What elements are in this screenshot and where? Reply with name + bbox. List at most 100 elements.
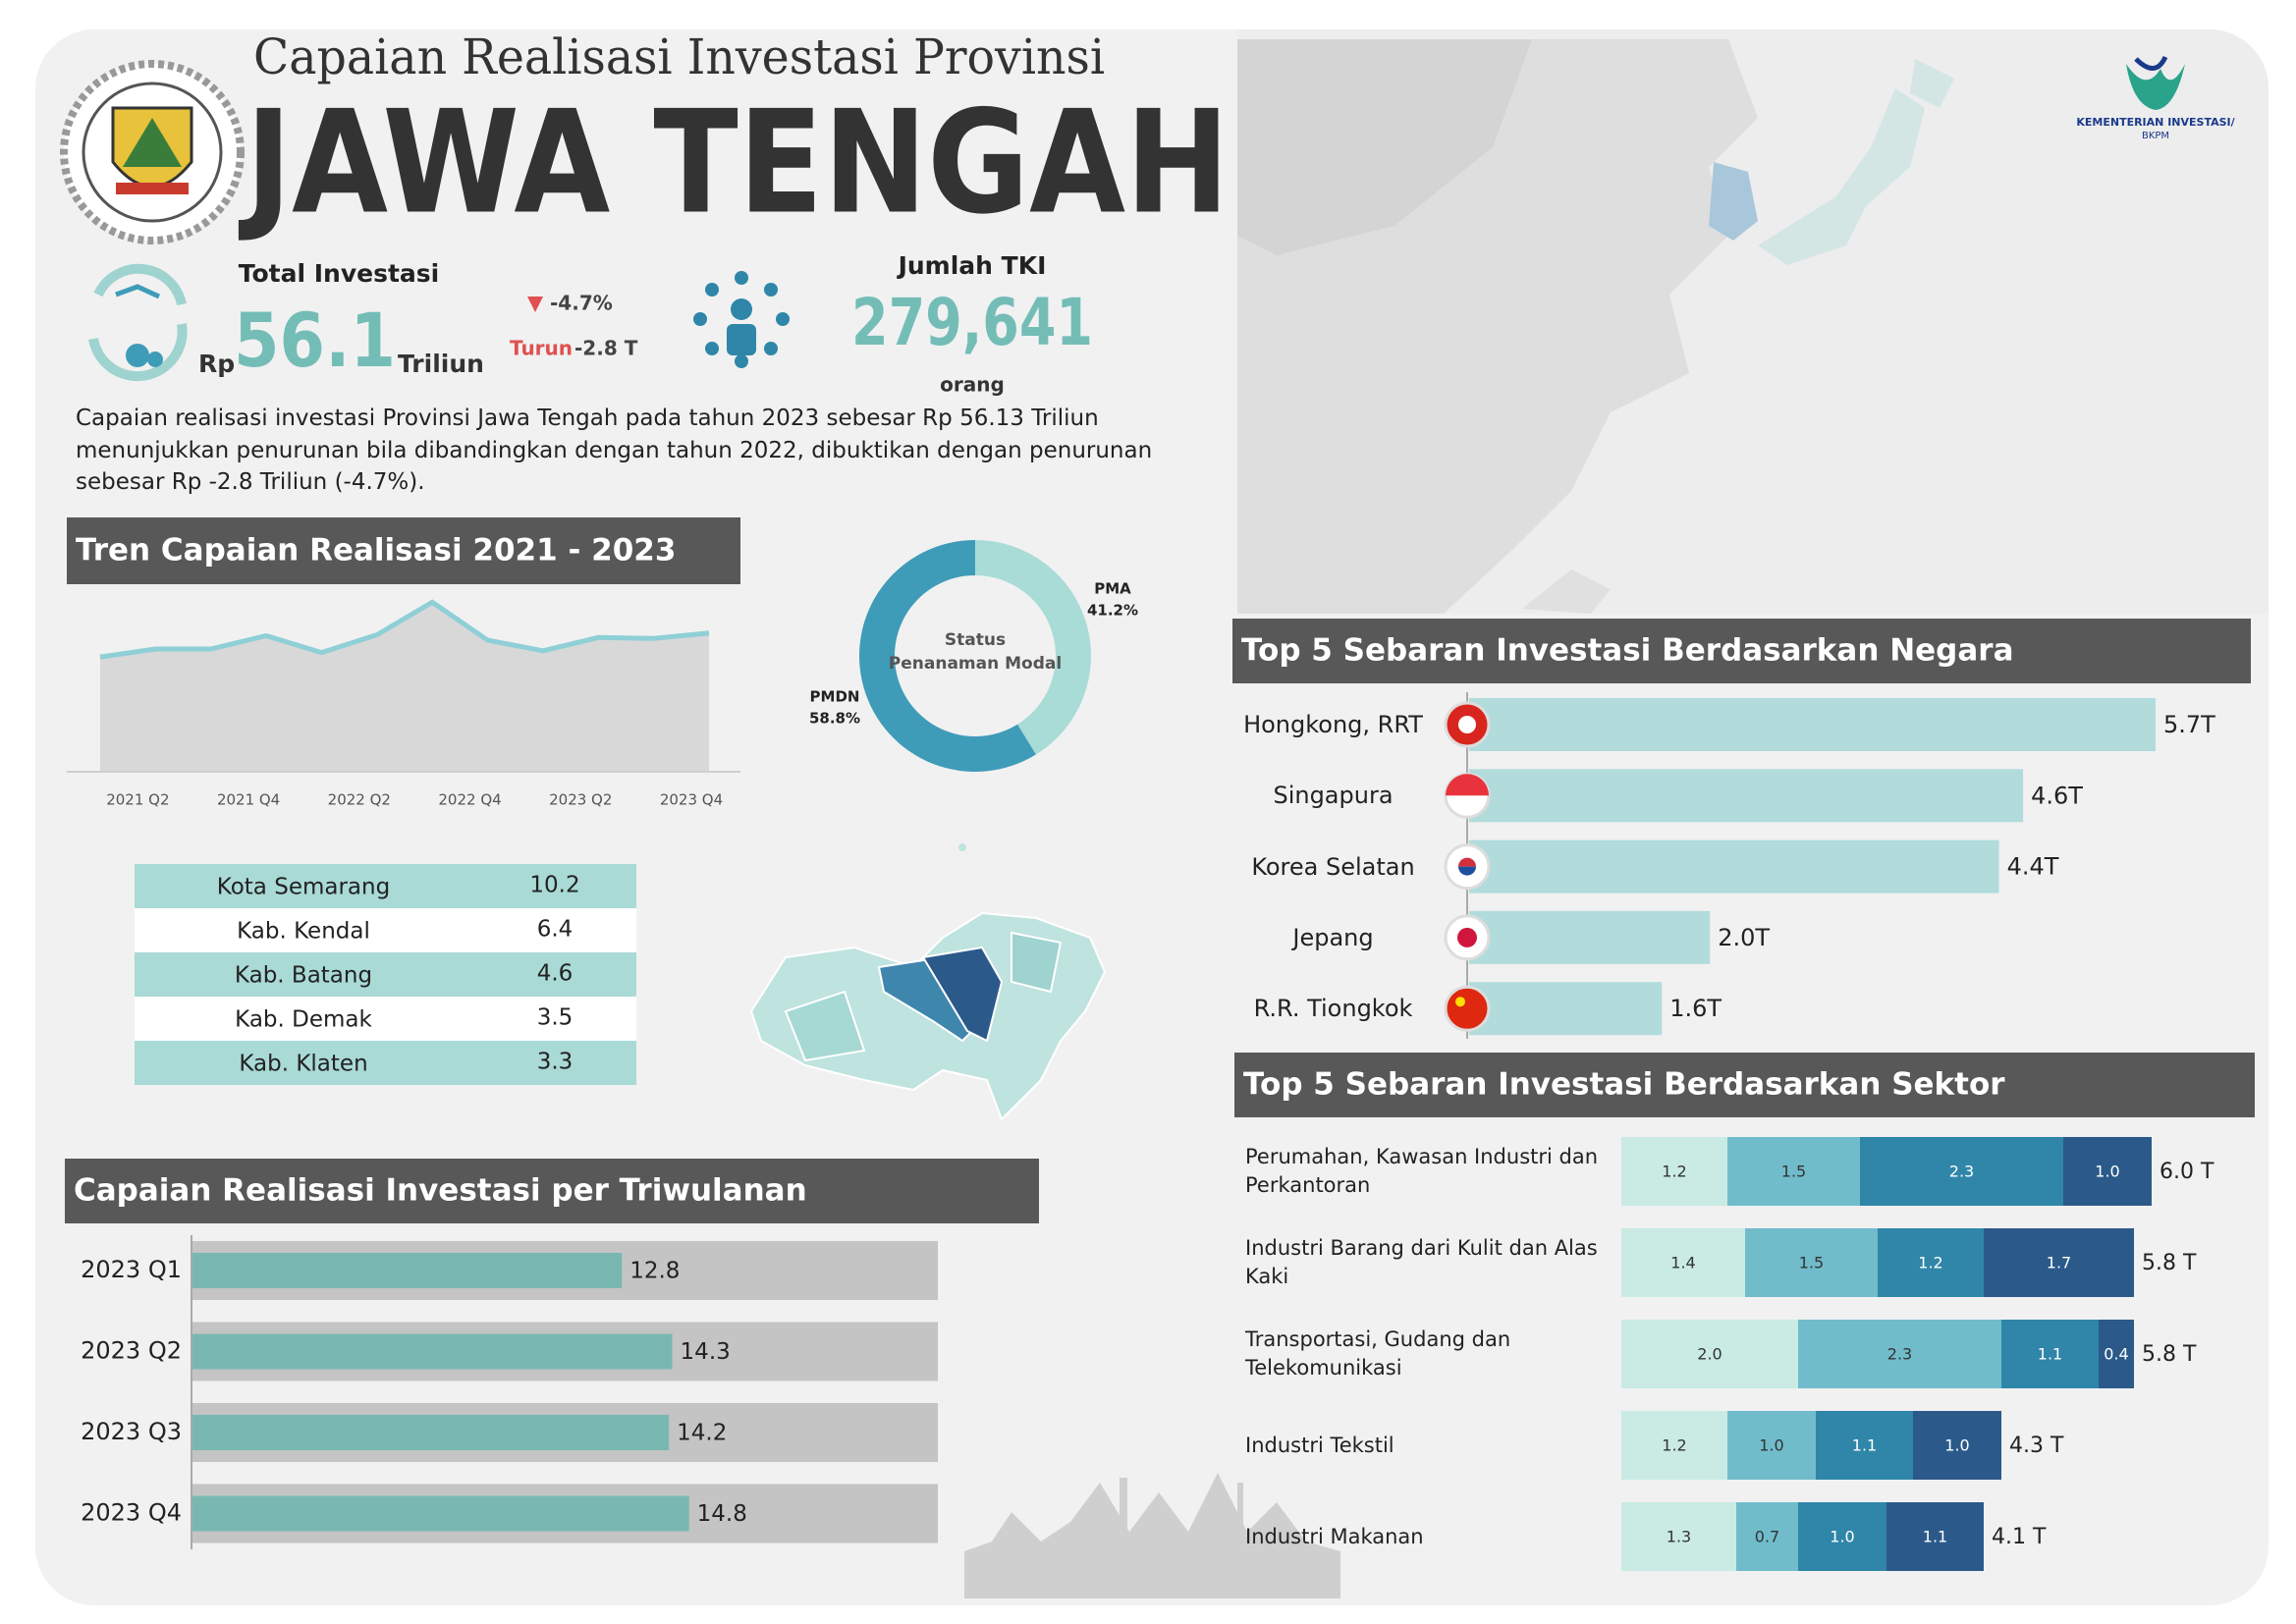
investment-icon bbox=[88, 263, 188, 382]
section-header bbox=[1234, 1053, 2255, 1117]
segment-label: 1.1 bbox=[1852, 1436, 1877, 1455]
kpi-value: 56.1 bbox=[234, 297, 396, 384]
category-label: Perumahan, Kawasan Industri dan Perkanto… bbox=[1245, 1145, 1599, 1197]
bar-segment bbox=[1860, 1137, 2063, 1206]
segment-label: 1.1 bbox=[1923, 1528, 1947, 1546]
bar-segment bbox=[2001, 1320, 2099, 1388]
x-tick-label: 2021 Q2 bbox=[106, 791, 169, 809]
bar-segment bbox=[1798, 1320, 2001, 1388]
flag bbox=[1457, 927, 1477, 947]
bar-segment bbox=[1913, 1411, 2001, 1480]
kpi-label: Total Investasi bbox=[239, 259, 440, 288]
bar-segment bbox=[1736, 1502, 1798, 1571]
category-label: R.R. Tiongkok bbox=[1253, 995, 1413, 1023]
category-label: Singapura bbox=[1273, 782, 1394, 810]
flag bbox=[1446, 774, 1489, 796]
segment-label: 1.0 bbox=[1830, 1528, 1854, 1546]
province-map bbox=[749, 843, 1107, 1121]
y-tick-label: 2023 Q2 bbox=[81, 1337, 182, 1365]
bar-segment bbox=[1745, 1228, 1878, 1297]
segment-label: 1.0 bbox=[2095, 1163, 2119, 1181]
bar-segment bbox=[1798, 1502, 1886, 1571]
x-tick-label: 2023 Q2 bbox=[549, 791, 612, 809]
bar bbox=[1469, 769, 2024, 823]
kpi-change: -4.7% bbox=[550, 292, 613, 315]
flag bbox=[1458, 866, 1476, 876]
bar-value: 5.7T bbox=[2163, 711, 2215, 738]
donut-slice bbox=[858, 540, 1036, 772]
bar bbox=[1469, 982, 1663, 1036]
bar-segment bbox=[1621, 1502, 1736, 1571]
main-title: JAWA TENGAH bbox=[238, 81, 1230, 246]
bar-segment bbox=[1886, 1502, 1984, 1571]
table-cell: 10.2 bbox=[529, 873, 579, 898]
table-cell: 6.4 bbox=[537, 917, 574, 943]
bar-segment bbox=[1727, 1137, 1860, 1206]
section-title: Top 5 Sebaran Investasi Berdasarkan Sekt… bbox=[1243, 1067, 2005, 1103]
bar-segment bbox=[1984, 1228, 2134, 1297]
table-cell: Kab. Kendal bbox=[237, 919, 370, 945]
x-tick-label: 2021 Q4 bbox=[217, 791, 280, 809]
bar-segment bbox=[2099, 1320, 2134, 1388]
category-label: Transportasi, Gudang dan Telekomunikasi bbox=[1245, 1327, 1511, 1380]
bar-value: 14.8 bbox=[697, 1501, 747, 1527]
bar bbox=[191, 1415, 670, 1450]
table-cell: Kab. Demak bbox=[235, 1007, 372, 1033]
table-cell: Kab. Klaten bbox=[239, 1052, 367, 1077]
segment-label: 0.4 bbox=[2104, 1345, 2128, 1364]
people-icon bbox=[693, 271, 790, 368]
segment-label: 0.7 bbox=[1755, 1528, 1779, 1546]
section-header bbox=[1232, 619, 2251, 683]
segment-label: 2.0 bbox=[1697, 1345, 1722, 1364]
segment-label: 1.2 bbox=[1918, 1254, 1942, 1272]
total-label: 4.3 T bbox=[2009, 1434, 2064, 1458]
flag bbox=[1455, 997, 1465, 1007]
y-tick-label: 2023 Q1 bbox=[81, 1256, 182, 1283]
bar-value: 1.6T bbox=[1669, 995, 1722, 1022]
kpi-label: Jumlah TKI bbox=[897, 251, 1047, 280]
segment-label: 1.7 bbox=[2047, 1254, 2071, 1272]
table-row bbox=[135, 908, 636, 952]
bar bbox=[191, 1253, 623, 1288]
bar-segment bbox=[2063, 1137, 2152, 1206]
bar-segment bbox=[1621, 1411, 1727, 1480]
section-header bbox=[67, 517, 740, 584]
logo: KEMENTERIAN INVESTASI/ BKPM bbox=[2076, 55, 2236, 141]
bar-segment bbox=[1621, 1320, 1798, 1388]
slice-value: 58.8% bbox=[809, 710, 860, 728]
bar-value: 14.3 bbox=[681, 1339, 731, 1365]
section-title: Capaian Realisasi Investasi per Triwulan… bbox=[74, 1173, 807, 1209]
down-arrow bbox=[527, 297, 543, 312]
kpi-unit: orang bbox=[940, 373, 1005, 397]
category-label: Industri Tekstil bbox=[1245, 1433, 1394, 1457]
category-label: Hongkong, RRT bbox=[1243, 711, 1423, 738]
table-cell: 3.5 bbox=[537, 1005, 574, 1031]
bar-value: 4.4T bbox=[2007, 853, 2059, 881]
segment-label: 1.0 bbox=[1944, 1436, 1969, 1455]
bar-value: 12.8 bbox=[629, 1259, 680, 1284]
y-tick-label: 2023 Q3 bbox=[81, 1418, 182, 1445]
donut-slice bbox=[975, 540, 1091, 755]
table-row bbox=[135, 1041, 636, 1085]
line bbox=[99, 599, 710, 660]
bar-segment bbox=[1727, 1411, 1816, 1480]
kpi-value: 279,641 bbox=[851, 285, 1093, 360]
donut-title: Penanaman Modal bbox=[889, 654, 1062, 674]
category-label: Industri Barang dari Kulit dan Alas Kaki bbox=[1245, 1236, 1598, 1288]
flag bbox=[1458, 857, 1476, 867]
kpi-unit: Triliun bbox=[398, 350, 484, 378]
section-title: Tren Capaian Realisasi 2021 - 2023 bbox=[76, 533, 676, 568]
table-row bbox=[135, 997, 636, 1041]
description: Capaian realisasi investasi Provinsi Jaw… bbox=[76, 406, 1153, 495]
x-tick-label: 2023 Q4 bbox=[660, 791, 723, 809]
segment-label: 1.5 bbox=[1781, 1163, 1806, 1181]
y-tick-label: 2023 Q4 bbox=[81, 1499, 182, 1527]
bar bbox=[1469, 910, 1711, 964]
segment-label: 1.5 bbox=[1799, 1254, 1824, 1272]
table-cell: 3.3 bbox=[537, 1050, 574, 1075]
segment-label: 2.3 bbox=[1887, 1345, 1912, 1364]
subtitle: Capaian Realisasi Investasi Provinsi bbox=[253, 28, 1105, 85]
bar-segment bbox=[1878, 1228, 1984, 1297]
category-label: Industri Makanan bbox=[1245, 1524, 1424, 1548]
